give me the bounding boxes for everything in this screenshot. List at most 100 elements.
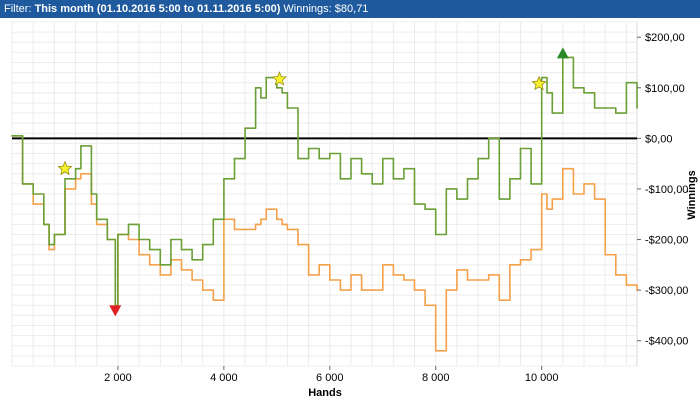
winnings-line-point <box>260 97 262 99</box>
winnings-line-point <box>318 157 321 160</box>
showdown-line-point <box>297 243 299 246</box>
winnings-line-point <box>392 178 395 180</box>
winnings-line-point <box>180 248 183 251</box>
showdown-line-point <box>328 279 331 281</box>
filter-value[interactable]: This month (01.10.2016 5:00 to 01.11.201… <box>34 3 281 15</box>
showdown-line-point <box>498 299 501 302</box>
showdown-line-point <box>80 172 82 175</box>
winnings-line-point <box>540 76 543 79</box>
showdown-line-point <box>477 279 479 281</box>
winnings-line-point <box>11 135 13 137</box>
winnings-line-point <box>138 238 140 241</box>
showdown-line-point <box>350 274 352 276</box>
winnings-line-point <box>519 147 522 150</box>
showdown-line-point <box>434 350 437 352</box>
winnings-line-point <box>32 193 34 195</box>
showdown-line-point <box>546 208 548 210</box>
showdown-line-point <box>95 223 98 226</box>
winnings-line-point <box>21 183 24 185</box>
showdown-line-point <box>371 289 373 291</box>
showdown-line-point <box>90 203 93 205</box>
winnings-line-point <box>265 76 268 79</box>
showdown-line-point <box>604 253 607 256</box>
x-tick-label: 6 000 <box>316 372 344 384</box>
winnings-line-point <box>360 172 363 175</box>
winnings-line-point <box>434 233 437 236</box>
winnings-line-point <box>254 86 257 89</box>
y-tick-label: $0,00 <box>645 133 673 145</box>
x-tick-label: 2 000 <box>104 372 132 384</box>
showdown-line-point <box>48 248 50 251</box>
showdown-line-point <box>180 269 183 271</box>
winnings-line-point <box>328 152 331 155</box>
showdown-line-point <box>487 274 490 276</box>
y-tick-label: -$200,00 <box>645 235 688 247</box>
filter-label: Filter: <box>4 3 32 15</box>
showdown-line-point <box>286 228 289 231</box>
showdown-line-point <box>424 304 426 307</box>
min-marker-icon <box>109 305 122 317</box>
winnings-line-point <box>106 238 109 241</box>
winnings-line-point <box>159 264 162 266</box>
winnings-line-point <box>487 137 490 140</box>
star-marker-icon <box>57 160 73 176</box>
winnings-line-point <box>74 167 77 170</box>
y-tick-label: -$400,00 <box>645 336 688 348</box>
winnings-line-point <box>244 127 246 130</box>
winnings-line-point <box>477 157 479 160</box>
showdown-line-point <box>403 279 405 281</box>
winnings-line-point <box>456 198 458 200</box>
winnings-line-point <box>281 92 283 94</box>
winnings-line-point <box>583 92 585 94</box>
showdown-line-point <box>244 228 246 231</box>
winnings-line-point <box>530 183 532 185</box>
showdown-line-point <box>530 248 532 251</box>
winnings-line-point <box>286 107 289 109</box>
showdown-line-point <box>445 289 448 291</box>
y-axis-ticks: $200,00 $100,00 $0,00 -$100,00 -$200,00 -$300… <box>637 32 688 348</box>
showdown-line-point <box>583 183 585 185</box>
winnings-label: Winnings: <box>283 3 332 15</box>
showdown-line-point <box>339 289 342 291</box>
showdown-line-point <box>540 193 543 195</box>
showdown-line-point <box>381 264 384 266</box>
showdown-line-point <box>625 284 628 286</box>
winnings-line-point <box>466 178 469 180</box>
star-marker-icon <box>531 75 547 91</box>
winnings-value: $80,71 <box>334 3 369 15</box>
showdown-line-point <box>413 289 416 291</box>
winnings-line-point <box>424 208 426 210</box>
winnings-line-point <box>48 243 50 246</box>
winnings-line-point <box>307 147 310 150</box>
y-axis-label: Winnings <box>686 170 698 219</box>
showdown-line-point <box>265 208 268 210</box>
winnings-line-point <box>546 92 548 94</box>
y-tick-label: $100,00 <box>645 83 685 95</box>
showdown-line-point <box>212 299 215 302</box>
showdown-line-point <box>32 203 34 205</box>
winnings-line-point <box>498 198 501 200</box>
winnings-line-point <box>191 258 193 261</box>
winnings-line-point <box>90 193 93 195</box>
showdown-line-point <box>260 218 262 221</box>
winnings-chart: $200,00 $100,00 $0,00 -$100,00 -$200,00 -$300… <box>11 21 698 399</box>
showdown-line-point <box>456 269 458 271</box>
showdown-line-point <box>509 264 511 266</box>
winnings-line-point <box>53 233 56 236</box>
showdown-line-point <box>562 167 564 170</box>
winnings-line-point <box>223 178 225 180</box>
winnings-line-point <box>413 203 416 205</box>
winnings-line-point <box>403 167 405 170</box>
max-marker-icon <box>556 47 569 59</box>
winnings-line-point <box>297 157 299 160</box>
winnings-line-point <box>350 157 352 160</box>
x-axis-label: Hands <box>308 387 342 399</box>
y-tick-label: -$100,00 <box>645 184 688 196</box>
showdown-line-point <box>276 218 278 221</box>
x-tick-label: 8 000 <box>422 372 450 384</box>
filter-bar: Filter: This month (01.10.2016 5:00 to 0… <box>0 0 700 18</box>
winnings-line-point <box>276 86 278 89</box>
winnings-line-point <box>551 112 554 114</box>
showdown-line-point <box>191 279 193 281</box>
winnings-line-point <box>95 218 98 221</box>
